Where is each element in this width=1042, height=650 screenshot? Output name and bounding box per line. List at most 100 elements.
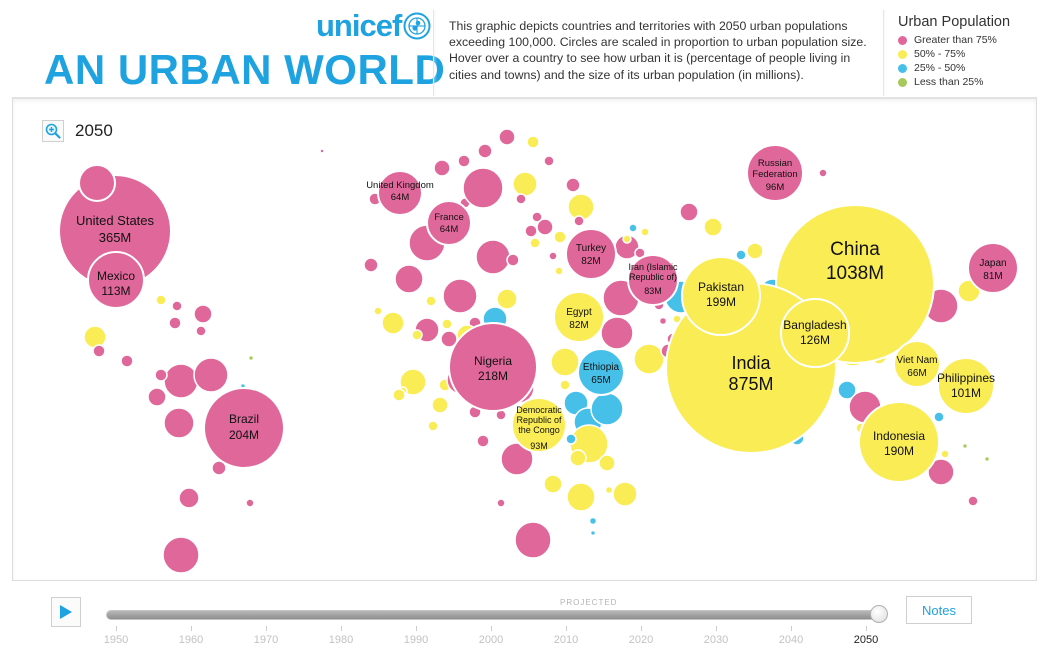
timeline-year-label[interactable]: 2040: [778, 634, 804, 646]
bubble-pakistan[interactable]: [681, 256, 761, 336]
bubble-small[interactable]: [628, 223, 638, 233]
bubble-small[interactable]: [612, 481, 638, 507]
bubble-small[interactable]: [147, 387, 167, 407]
bubble-small[interactable]: [565, 433, 577, 445]
bubble-small[interactable]: [529, 237, 541, 249]
bubble-small[interactable]: [598, 454, 616, 472]
bubble-small[interactable]: [425, 295, 437, 307]
bubble-small[interactable]: [163, 363, 199, 399]
bubble-small[interactable]: [566, 482, 596, 512]
bubble-france[interactable]: [426, 200, 472, 246]
bubble-small[interactable]: [589, 517, 597, 525]
timeline-year-label[interactable]: 2020: [628, 634, 654, 646]
timeline-year-label[interactable]: 2010: [553, 634, 579, 646]
bubble-iran[interactable]: [627, 254, 679, 306]
bubble-small[interactable]: [171, 300, 183, 312]
bubble-small[interactable]: [431, 396, 449, 414]
bubble-small[interactable]: [548, 251, 558, 261]
bubble-small[interactable]: [524, 224, 538, 238]
bubble-small[interactable]: [506, 253, 520, 267]
bubble-small[interactable]: [163, 407, 195, 439]
bubble-small[interactable]: [162, 536, 200, 574]
bubble-small[interactable]: [559, 379, 571, 391]
bubble-small[interactable]: [536, 218, 554, 236]
bubble-small[interactable]: [78, 164, 116, 202]
bubble-small[interactable]: [496, 288, 518, 310]
bubble-small[interactable]: [394, 264, 424, 294]
bubble-indonesia[interactable]: [858, 401, 940, 483]
bubble-small[interactable]: [735, 249, 747, 261]
bubble-small[interactable]: [168, 316, 182, 330]
bubble-small[interactable]: [477, 143, 493, 159]
bubble-philippines[interactable]: [937, 357, 995, 415]
bubble-small[interactable]: [498, 128, 516, 146]
bubble-egypt[interactable]: [553, 291, 605, 343]
timeline-year-label[interactable]: 2050: [853, 634, 879, 646]
bubble-small[interactable]: [83, 325, 107, 349]
timeline-year-label[interactable]: 2000: [478, 634, 504, 646]
timeline-year-label[interactable]: 1980: [328, 634, 354, 646]
bubble-small[interactable]: [433, 159, 451, 177]
bubble-brazil[interactable]: [203, 387, 285, 469]
bubble-small[interactable]: [927, 458, 955, 486]
bubble-small[interactable]: [600, 316, 634, 350]
bubble-map[interactable]: China 1038M India 875M United States 365…: [13, 99, 1038, 583]
bubble-small[interactable]: [659, 317, 667, 325]
timeline-slider-handle[interactable]: [870, 605, 888, 623]
bubble-small[interactable]: [553, 230, 567, 244]
bubble-small[interactable]: [543, 474, 563, 494]
bubble-small[interactable]: [590, 530, 596, 536]
bubble-small[interactable]: [633, 343, 665, 375]
bubble-mexico[interactable]: [87, 251, 145, 309]
bubble-small[interactable]: [320, 149, 324, 153]
bubble-small[interactable]: [967, 495, 979, 507]
bubble-small[interactable]: [248, 355, 254, 361]
bubble-japan[interactable]: [967, 242, 1019, 294]
bubble-small[interactable]: [178, 487, 200, 509]
bubble-small[interactable]: [475, 239, 511, 275]
bubble-small[interactable]: [565, 177, 581, 193]
bubble-small[interactable]: [837, 380, 857, 400]
bubble-small[interactable]: [531, 211, 543, 223]
timeline-year-label[interactable]: 2030: [703, 634, 729, 646]
bubble-small[interactable]: [411, 329, 423, 341]
bubble-small[interactable]: [442, 278, 478, 314]
bubble-small[interactable]: [120, 354, 134, 368]
timeline-year-label[interactable]: 1990: [403, 634, 429, 646]
bubble-small[interactable]: [543, 155, 555, 167]
notes-button[interactable]: Notes: [906, 596, 972, 624]
bubble-small[interactable]: [933, 411, 945, 423]
bubble-ethiopia[interactable]: [577, 348, 625, 396]
bubble-small[interactable]: [573, 215, 585, 227]
bubble-small[interactable]: [818, 168, 828, 178]
bubble-small[interactable]: [193, 357, 229, 393]
bubble-small[interactable]: [496, 498, 506, 508]
bubble-small[interactable]: [476, 434, 490, 448]
bubble-small[interactable]: [640, 227, 650, 237]
bubble-small[interactable]: [457, 154, 471, 168]
bubble-small[interactable]: [373, 306, 383, 316]
bubble-small[interactable]: [962, 443, 968, 449]
bubble-small[interactable]: [155, 294, 167, 306]
bubble-small[interactable]: [462, 167, 504, 209]
bubble-small[interactable]: [440, 330, 458, 348]
bubble-small[interactable]: [441, 318, 453, 330]
play-button[interactable]: [51, 597, 81, 627]
bubble-small[interactable]: [940, 449, 950, 459]
bubble-small[interactable]: [512, 171, 538, 197]
timeline-year-label[interactable]: 1960: [178, 634, 204, 646]
bubble-small[interactable]: [554, 266, 564, 276]
bubble-small[interactable]: [703, 217, 723, 237]
bubble-small[interactable]: [92, 344, 106, 358]
bubble-small[interactable]: [392, 388, 406, 402]
bubble-small[interactable]: [550, 347, 580, 377]
bubble-small[interactable]: [363, 257, 379, 273]
bubble-turkey[interactable]: [565, 228, 617, 280]
bubble-small[interactable]: [500, 442, 534, 476]
bubble-small[interactable]: [195, 325, 207, 337]
bubble-drc[interactable]: [511, 397, 567, 453]
bubble-small[interactable]: [211, 460, 227, 476]
bubble-small[interactable]: [154, 368, 168, 382]
timeline-year-label[interactable]: 1970: [253, 634, 279, 646]
bubble-nigeria[interactable]: [448, 322, 538, 412]
